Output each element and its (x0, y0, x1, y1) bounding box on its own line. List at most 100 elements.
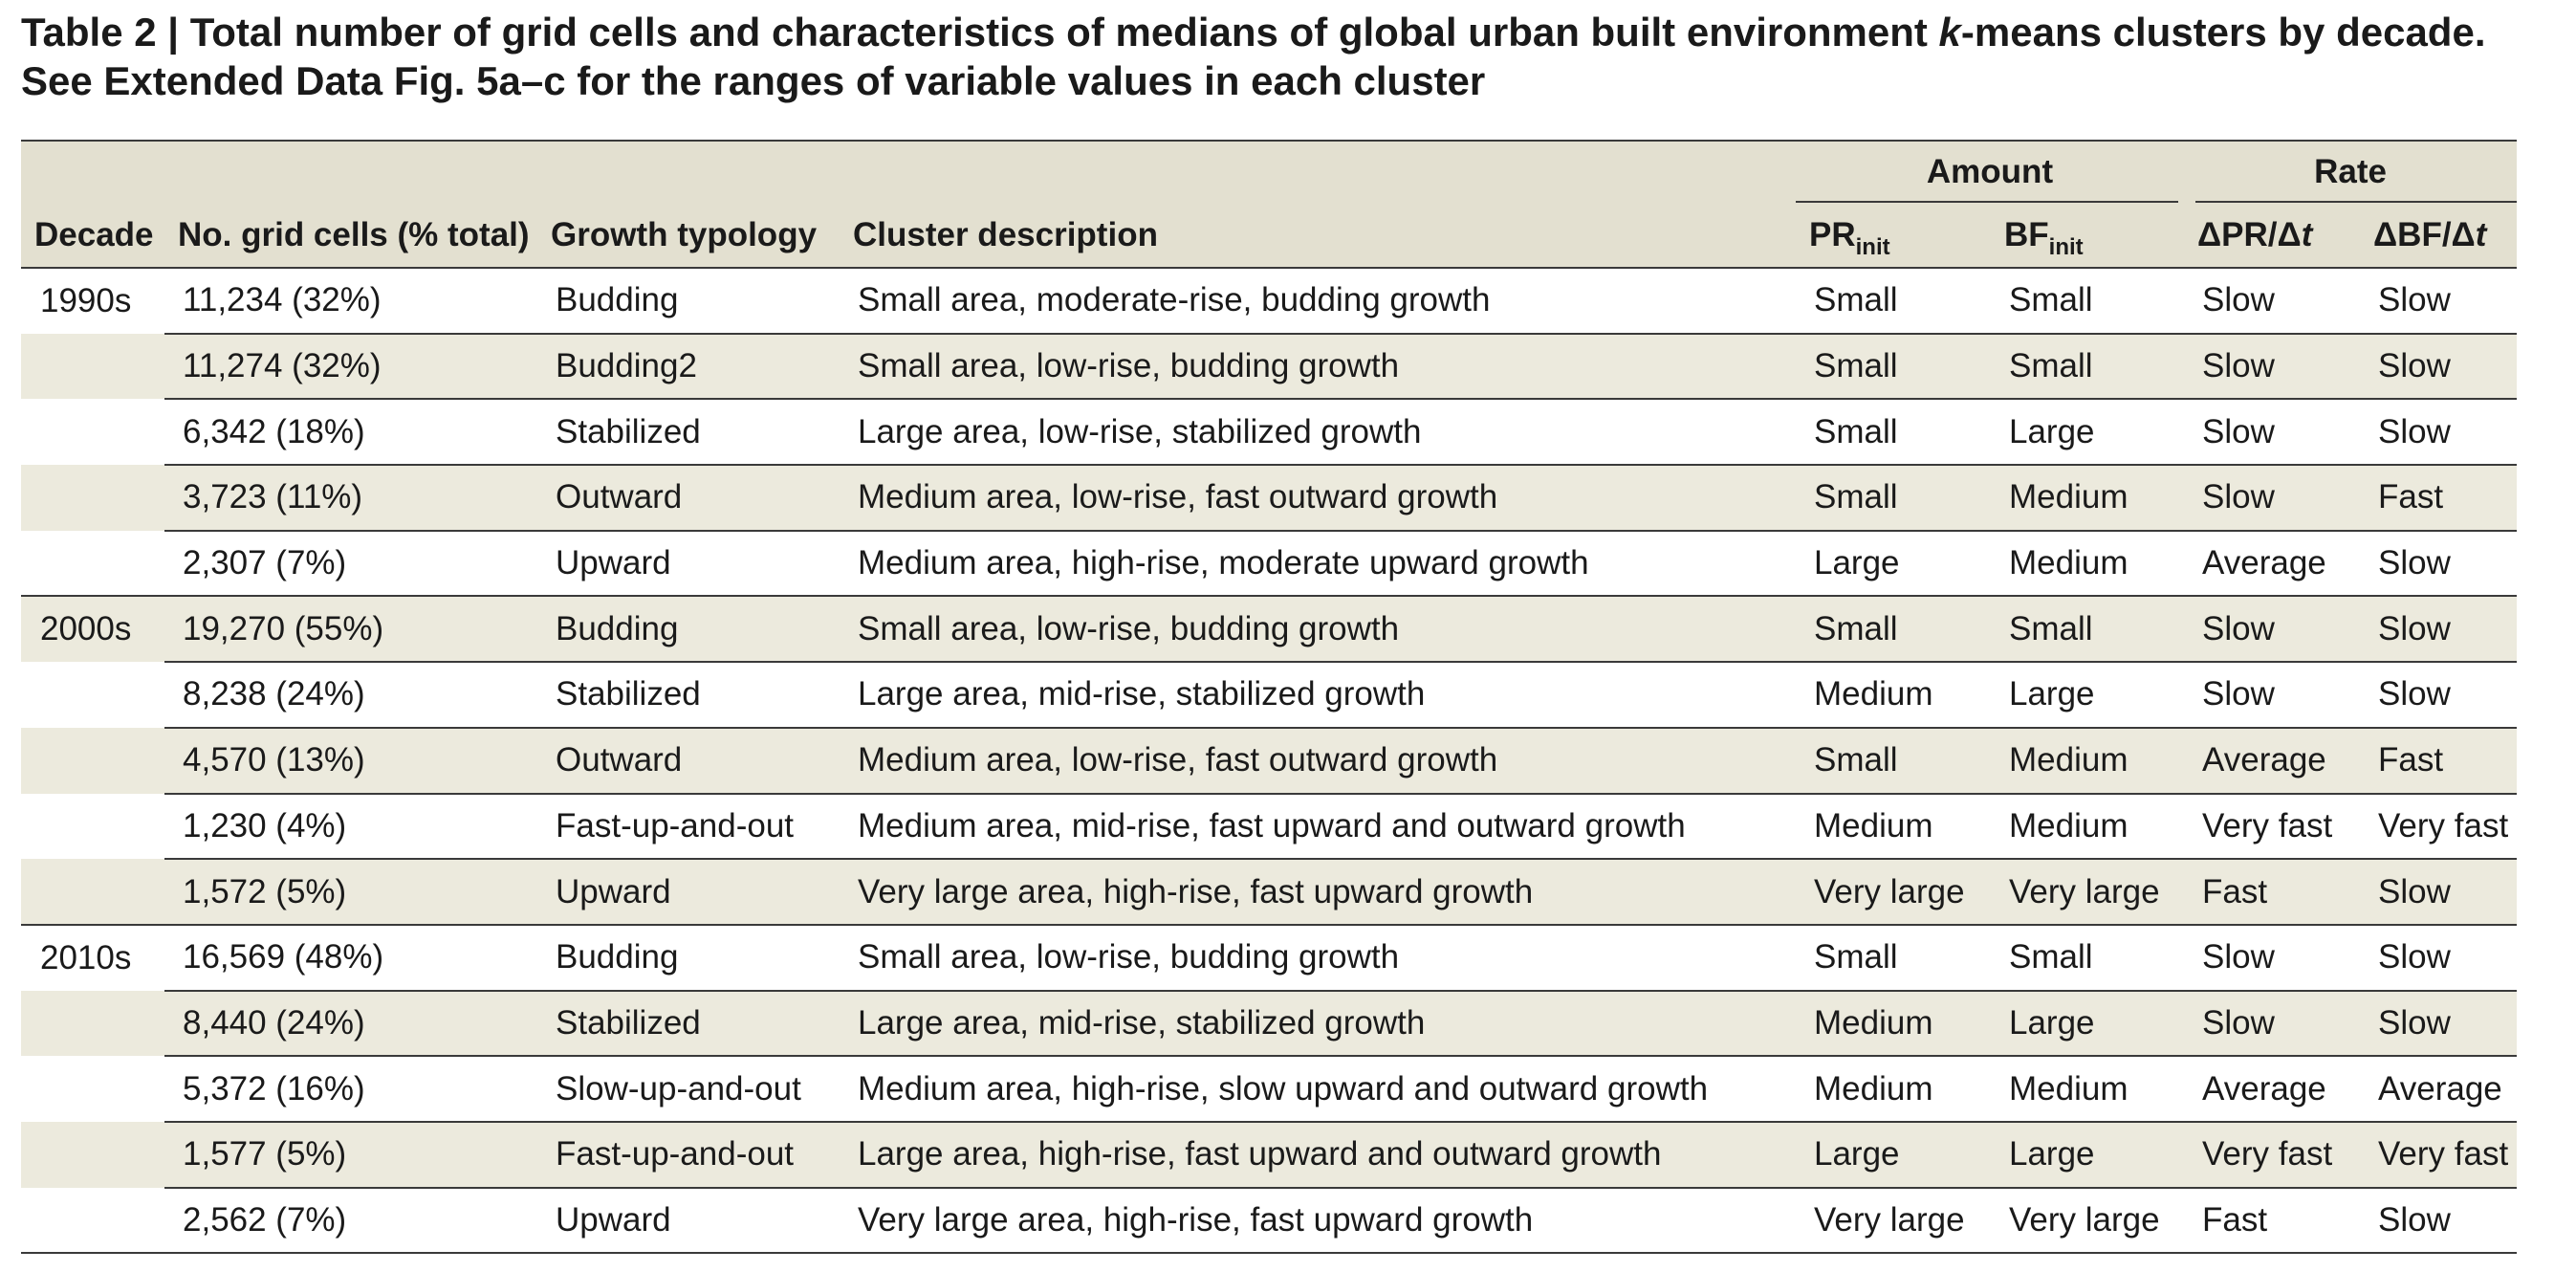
cell-pr-init: Medium (1796, 793, 1991, 861)
cell-bf-init: Medium (1991, 465, 2185, 532)
cell-decade (21, 334, 164, 400)
cell-pr-init: Small (1796, 465, 1991, 532)
pr-label: PR (1809, 215, 1856, 253)
cell-delta-bf: Slow (2360, 530, 2518, 598)
cell-bf-init: Small (1991, 924, 2185, 992)
cell-delta-pr: Slow (2184, 268, 2361, 335)
cell-delta-pr: Slow (2184, 399, 2361, 467)
table-body: 1990s 11,234 (32%) Budding Small area, mode… (21, 267, 2518, 1255)
cell-pr-init: Medium (1796, 662, 1991, 729)
cell-grid-cells: 2,562 (7%) (164, 1187, 537, 1255)
cell-delta-bf: Fast (2360, 727, 2518, 795)
cell-cluster-description: Small area, low-rise, budding growth (840, 924, 1796, 992)
cell-cluster-description: Large area, mid-rise, stabilized growth (840, 990, 1796, 1058)
cell-delta-pr: Slow (2184, 990, 2361, 1058)
cell-cluster-description: Medium area, high-rise, slow upward and … (840, 1056, 1796, 1123)
table-row: 4,570 (13%) Outward Medium area, low-rise,… (21, 727, 2518, 795)
cell-pr-init: Large (1796, 530, 1991, 598)
cell-decade (21, 859, 164, 925)
cell-growth-typology: Outward (537, 727, 840, 795)
caption-text-start: Table 2 | Total number of grid cells and… (21, 10, 1939, 55)
cell-cluster-description: Large area, low-rise, stabilized growth (840, 399, 1796, 467)
table-row: 2,562 (7%) Upward Very large area, high-ri… (21, 1187, 2518, 1255)
cell-decade (21, 465, 164, 531)
cell-decade (21, 1187, 164, 1255)
pr-init-subscript: init (1855, 233, 1890, 260)
cell-growth-typology: Stabilized (537, 662, 840, 729)
cell-growth-typology: Stabilized (537, 399, 840, 467)
cell-pr-init: Small (1796, 596, 1991, 664)
cell-grid-cells: 3,723 (11%) (164, 465, 537, 532)
cell-pr-init: Small (1796, 727, 1991, 795)
cell-delta-pr: Very fast (2184, 1121, 2361, 1189)
header-column-row: Decade No. grid cells (% total) Growth t… (21, 203, 2518, 268)
table-row: 1990s 11,234 (32%) Budding Small area, mode… (21, 267, 2518, 335)
col-header-growth-typology: Growth typology (551, 215, 818, 253)
table-row: 8,238 (24%) Stabilized Large area, mid-ris… (21, 662, 2518, 729)
cell-pr-init: Small (1796, 333, 1991, 401)
cell-bf-init: Very large (1991, 859, 2185, 926)
cell-growth-typology: Budding2 (537, 333, 840, 401)
cell-decade (21, 991, 164, 1057)
table-row: 3,723 (11%) Outward Medium area, low-rise,… (21, 465, 2518, 532)
cell-delta-bf: Average (2360, 1056, 2518, 1123)
cell-cluster-description: Large area, high-rise, fast upward and o… (840, 1121, 1796, 1189)
cell-delta-pr: Slow (2184, 465, 2361, 532)
cell-bf-init: Small (1991, 596, 2185, 664)
cell-pr-init: Large (1796, 1121, 1991, 1189)
cell-bf-init: Medium (1991, 1056, 2185, 1123)
cell-growth-typology: Budding (537, 596, 840, 664)
cell-grid-cells: 4,570 (13%) (164, 727, 537, 795)
cell-delta-bf: Slow (2360, 662, 2518, 729)
cell-growth-typology: Upward (537, 1187, 840, 1255)
cell-bf-init: Medium (1991, 530, 2185, 598)
cell-delta-bf: Slow (2360, 268, 2518, 335)
table-row: 2010s 16,569 (48%) Budding Small area, low-… (21, 923, 2518, 992)
cell-growth-typology: Stabilized (537, 990, 840, 1058)
cell-delta-pr: Fast (2184, 859, 2361, 926)
cell-pr-init: Very large (1796, 1187, 1991, 1255)
cell-pr-init: Very large (1796, 859, 1991, 926)
cell-cluster-description: Small area, low-rise, budding growth (840, 333, 1796, 401)
header-group-amount: Amount (1796, 141, 2184, 203)
cell-delta-pr: Slow (2184, 596, 2361, 664)
bf-init-subscript: init (2048, 233, 2084, 260)
table-caption: Table 2 | Total number of grid cells and… (21, 8, 2526, 105)
cell-bf-init: Very large (1991, 1187, 2185, 1255)
cell-cluster-description: Small area, moderate-rise, budding growt… (840, 268, 1796, 335)
table-row: 1,572 (5%) Upward Very large area, high-ri… (21, 859, 2518, 926)
cell-delta-bf: Fast (2360, 465, 2518, 532)
caption-k-italic: k (1938, 10, 1961, 55)
col-header-delta-pr: ΔPR/Δt (2184, 203, 2360, 268)
table-row: 6,342 (18%) Stabilized Large area, low-ris… (21, 399, 2518, 467)
cell-decade (21, 728, 164, 794)
cell-bf-init: Large (1991, 990, 2185, 1058)
col-header-decade: Decade (34, 215, 154, 253)
col-header-pr-init: PRinit (1796, 203, 1991, 268)
cell-bf-init: Large (1991, 662, 2185, 729)
cell-decade (21, 399, 164, 465)
table-row: 1,577 (5%) Fast-up-and-out Large area, hig… (21, 1121, 2518, 1189)
cell-delta-bf: Slow (2360, 859, 2518, 926)
delta-bf-label: ΔBF/Δ (2373, 215, 2476, 253)
header-amount-label: Amount (1926, 153, 2054, 190)
cell-delta-bf: Very fast (2360, 1121, 2518, 1189)
col-header-bf-init: BFinit (1991, 203, 2184, 268)
cell-growth-typology: Upward (537, 859, 840, 926)
header-rate-label: Rate (2314, 153, 2387, 190)
cell-bf-init: Medium (1991, 793, 2185, 861)
cell-grid-cells: 2,307 (7%) (164, 530, 537, 598)
cell-delta-pr: Slow (2184, 333, 2361, 401)
cell-grid-cells: 11,234 (32%) (164, 268, 537, 335)
cell-bf-init: Large (1991, 399, 2185, 467)
cell-growth-typology: Fast-up-and-out (537, 793, 840, 861)
cell-bf-init: Large (1991, 1121, 2185, 1189)
header-blank (21, 141, 164, 203)
col-header-grid-cells: No. grid cells (% total) (178, 215, 530, 253)
cell-decade (21, 1056, 164, 1122)
cell-grid-cells: 1,230 (4%) (164, 793, 537, 861)
cell-delta-bf: Slow (2360, 924, 2518, 992)
cell-delta-pr: Average (2184, 1056, 2361, 1123)
cell-decade (21, 794, 164, 860)
cell-delta-bf: Slow (2360, 399, 2518, 467)
